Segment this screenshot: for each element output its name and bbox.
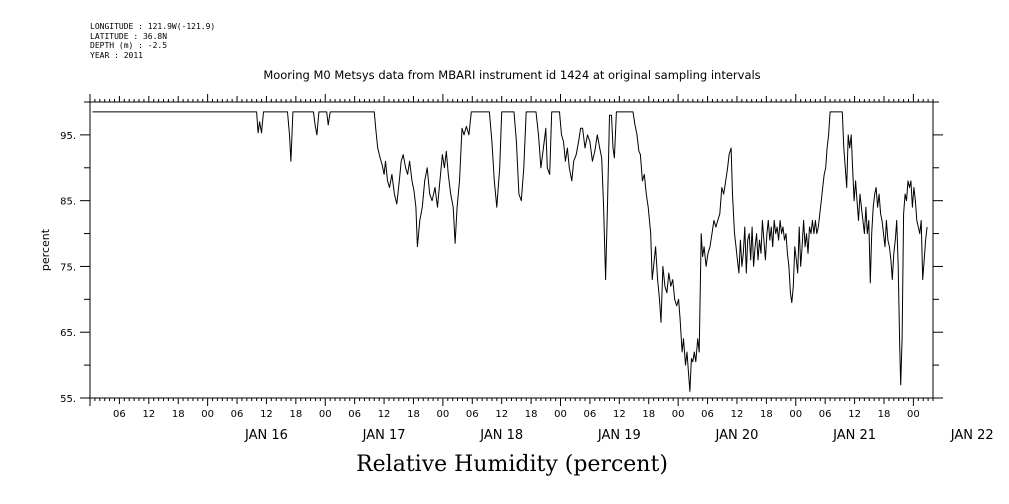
x-tick-label-hour: 06 — [819, 409, 832, 420]
y-tick-label: 95. — [60, 131, 76, 142]
x-tick-label-hour: 12 — [260, 409, 273, 420]
latitude-label: LATITUDE : 36.8N — [90, 31, 168, 41]
humidity-series-line — [92, 111, 928, 392]
x-tick-label-day: JAN 16 — [244, 428, 288, 443]
x-tick-label-hour: 00 — [554, 409, 567, 420]
x-tick-label-hour: 18 — [407, 409, 420, 420]
x-tick-label-hour: 18 — [172, 409, 185, 420]
x-tick-label-hour: 12 — [378, 409, 391, 420]
longitude-label: LONGITUDE : 121.9W(-121.9) — [90, 22, 216, 31]
x-tick-label-hour: 00 — [319, 409, 332, 420]
y-tick-label: 65. — [60, 328, 76, 339]
x-tick-label-day: JAN 22 — [950, 428, 994, 443]
x-axis-label: Relative Humidity (percent) — [356, 452, 668, 477]
x-tick-label-hour: 00 — [789, 409, 802, 420]
x-tick-label-hour: 18 — [525, 409, 538, 420]
depth-label: DEPTH (m) : -2.5 — [90, 41, 168, 50]
x-tick-label-hour: 06 — [466, 409, 479, 420]
x-tick-label-hour: 06 — [113, 409, 126, 420]
x-tick-label-hour: 06 — [348, 409, 361, 420]
x-tick-label-day: JAN 18 — [479, 428, 523, 443]
y-tick-label: 75. — [60, 262, 76, 273]
x-tick-label-hour: 18 — [289, 409, 302, 420]
x-tick-label-hour: 06 — [231, 409, 244, 420]
x-tick-label-hour: 12 — [495, 409, 508, 420]
x-tick-label-hour: 12 — [848, 409, 861, 420]
x-tick-label-hour: 00 — [672, 409, 685, 420]
x-tick-label-day: JAN 21 — [832, 428, 876, 443]
x-tick-label-hour: 18 — [760, 409, 773, 420]
y-tick-label: 85. — [60, 197, 76, 208]
x-tick-label-hour: 12 — [142, 409, 155, 420]
y-tick-label: 55. — [60, 394, 76, 405]
x-tick-label-hour: 06 — [701, 409, 714, 420]
x-tick-label-hour: 18 — [642, 409, 655, 420]
chart-title: Mooring M0 Metsys data from MBARI instru… — [263, 68, 761, 82]
x-tick-label-hour: 00 — [907, 409, 920, 420]
metadata-block: LONGITUDE : 121.9W(-121.9) LATITUDE : 36… — [90, 22, 215, 60]
x-tick-label-hour: 18 — [878, 409, 891, 420]
x-tick-label-day: JAN 20 — [715, 428, 759, 443]
x-tick-label-day: JAN 17 — [362, 428, 406, 443]
x-tick-label-hour: 00 — [201, 409, 214, 420]
x-tick-label-hour: 06 — [584, 409, 597, 420]
x-tick-label-hour: 12 — [731, 409, 744, 420]
y-axis-label: percent — [39, 228, 52, 271]
plot-frame — [89, 101, 934, 399]
x-tick-label-hour: 12 — [613, 409, 626, 420]
x-tick-label-day: JAN 19 — [597, 428, 641, 443]
x-tick-label-hour: 00 — [437, 409, 450, 420]
year-label: YEAR : 2011 — [90, 50, 143, 60]
